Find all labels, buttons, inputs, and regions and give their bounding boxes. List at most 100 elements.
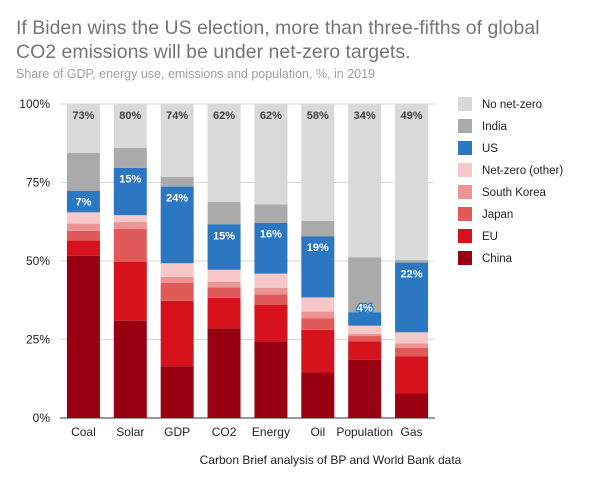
data-label: 34% <box>354 110 376 122</box>
bar-segment-solar-india <box>113 147 147 168</box>
bar-segment-gas-india <box>395 260 429 263</box>
data-label: 15% <box>119 174 141 186</box>
source-note: Carbon Brief analysis of BP and World Ba… <box>199 453 462 467</box>
bar-segment-energy-india <box>254 204 288 223</box>
y-tick-label: 75% <box>26 176 50 190</box>
data-label: 74% <box>166 110 188 122</box>
legend-label-us: US <box>482 143 498 155</box>
legend-swatch-china <box>458 251 472 265</box>
x-tick-label: Population <box>336 425 393 439</box>
data-label: 80% <box>119 110 141 122</box>
stacked-bar-chart: 0% 25% 50% 75% 100% Coal Solar GDP CO2 Energy Oil P… <box>19 97 563 439</box>
bar-segment-gas-south-korea <box>395 343 429 348</box>
legend-swatch-south-korea <box>458 185 472 199</box>
bar-segment-co2-us <box>207 224 241 270</box>
bar-segment-solar-japan <box>113 228 147 262</box>
bar-segment-co2-south-korea <box>207 281 241 288</box>
bar-segment-gas-china <box>395 393 429 418</box>
data-label: 62% <box>213 110 235 122</box>
bar-segment-gas-us <box>395 262 429 333</box>
x-tick-label: Energy <box>252 425 290 439</box>
legend-label-south-korea: South Korea <box>482 187 547 199</box>
data-label: 73% <box>72 110 94 122</box>
data-label: 58% <box>307 110 329 122</box>
legend-swatch-us <box>458 141 472 155</box>
bar-segment-coal-south-korea <box>66 223 100 231</box>
bar-segment-oil-india <box>301 220 335 237</box>
bar-segment-co2-japan <box>207 287 241 298</box>
bar-segment-solar-us <box>113 167 147 216</box>
bar-segment-population-us <box>348 312 382 326</box>
legend-label-japan: Japan <box>482 209 513 221</box>
legend-label-india: India <box>482 121 508 133</box>
bar-segment-gdp-india <box>160 176 194 187</box>
y-tick-label: 50% <box>26 254 50 268</box>
bar-segment-coal-no-net-zero <box>66 104 100 153</box>
bar-segment-coal-china <box>66 255 100 418</box>
legend-label-china: China <box>482 253 513 265</box>
bar-segment-coal-eu <box>66 240 100 256</box>
bar-segment-population-south-korea <box>348 333 382 337</box>
data-label: 15% <box>213 230 235 242</box>
bar-segment-gdp-us <box>160 186 194 264</box>
legend-label-eu: EU <box>482 231 498 243</box>
x-tick-label: Coal <box>71 425 96 439</box>
x-tick-label: Solar <box>116 425 144 439</box>
bar-segment-gas-net-zero-other <box>395 332 429 344</box>
chart-subtitle: Share of GDP, energy use, emissions and … <box>16 67 376 81</box>
legend-swatch-eu <box>458 229 472 243</box>
bar-segment-gas-japan <box>395 347 429 357</box>
bar-segment-energy-south-korea <box>254 287 288 295</box>
legend-swatch-net-zero-other <box>458 163 472 177</box>
x-tick-label: CO2 <box>212 425 237 439</box>
data-label: 16% <box>260 229 282 241</box>
bar-segment-oil-china <box>301 372 335 418</box>
legend-swatch-japan <box>458 207 472 221</box>
bar-segment-energy-japan <box>254 294 288 305</box>
bar-segment-coal-india <box>66 152 100 191</box>
bar-segment-co2-no-net-zero <box>207 104 241 202</box>
bar-segment-population-japan <box>348 336 382 342</box>
bar-segment-solar-no-net-zero <box>113 104 147 148</box>
x-tick-label: Gas <box>401 425 423 439</box>
bar-segment-gdp-net-zero-other <box>160 263 194 277</box>
bar-segment-coal-net-zero-other <box>66 212 100 224</box>
bar-segment-energy-us <box>254 222 288 274</box>
bar-segment-co2-net-zero-other <box>207 269 241 282</box>
legend-label-net-zero-other: Net-zero (other) <box>482 165 563 177</box>
bar-segment-energy-no-net-zero <box>254 104 288 205</box>
y-tick-label: 0% <box>33 411 51 425</box>
y-tick-label: 25% <box>26 333 50 347</box>
bar-segment-population-india <box>348 257 382 313</box>
bar-segment-oil-south-korea <box>301 311 335 319</box>
data-label: 49% <box>401 110 423 122</box>
bar-segment-co2-india <box>207 201 241 225</box>
x-tick-label: Oil <box>310 425 325 439</box>
bar-segment-energy-eu <box>254 304 288 342</box>
bar-segment-gdp-china <box>160 366 194 418</box>
data-label: 4% <box>357 303 373 315</box>
chart-title: If Biden wins the US election, more than… <box>16 17 540 63</box>
data-label: 19% <box>307 242 329 254</box>
bar-segment-co2-eu <box>207 297 241 329</box>
bar-segment-co2-china <box>207 328 241 418</box>
bar-segment-solar-china <box>113 320 147 418</box>
bar-segment-population-china <box>348 359 382 418</box>
bar-segment-population-net-zero-other <box>348 325 382 334</box>
bar-segment-population-no-net-zero <box>348 104 382 258</box>
x-tick-label: GDP <box>164 425 190 439</box>
bar-segment-gas-no-net-zero <box>395 104 429 261</box>
bar-segment-oil-japan <box>301 318 335 330</box>
data-label: 62% <box>260 110 282 122</box>
bar-segment-gdp-no-net-zero <box>160 104 194 177</box>
bar-segment-population-eu <box>348 341 382 360</box>
bar-segment-oil-no-net-zero <box>301 104 335 221</box>
data-label: 24% <box>166 193 188 205</box>
bar-segment-gas-eu <box>395 356 429 394</box>
legend-swatch-no-net-zero <box>458 97 472 111</box>
bar-segment-coal-us <box>66 190 100 213</box>
data-label: 22% <box>401 269 423 281</box>
bar-segment-gdp-japan <box>160 282 194 301</box>
bar-segment-energy-china <box>254 341 288 418</box>
bar-segment-coal-japan <box>66 230 100 241</box>
